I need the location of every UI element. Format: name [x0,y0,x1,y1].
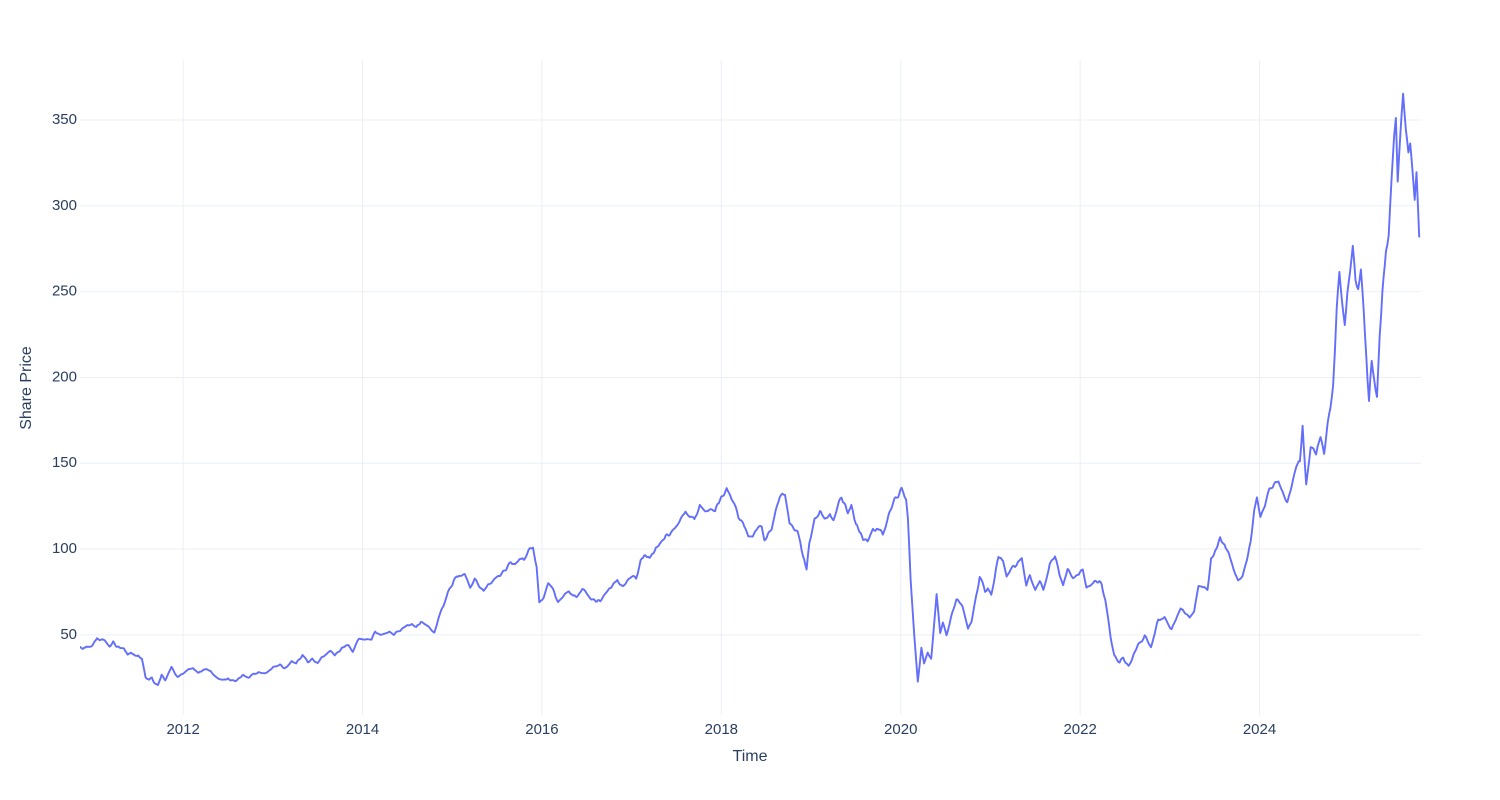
x-axis-title: Time [733,748,768,765]
y-tick-label-350: 350 [52,111,77,128]
x-tick-label-2016: 2016 [525,721,558,738]
x-tick-label-2022: 2022 [1063,721,1096,738]
y-tick-label-250: 250 [52,283,77,300]
x-tick-label-2018: 2018 [705,721,738,738]
y-tick-label-50: 50 [60,626,77,643]
x-tick-label-2014: 2014 [346,721,379,738]
tick-labels-layer: 50 100 150 200 250 300 350 2012 2014 2016 2018 2020… [52,111,1276,738]
series-layer [80,92,1421,686]
y-axis-title: Share Price [18,346,35,430]
price-line [80,92,1421,686]
y-tick-label-300: 300 [52,197,77,214]
y-tick-label-150: 150 [52,454,77,471]
x-tick-label-2024: 2024 [1243,721,1276,738]
y-tick-label-100: 100 [52,540,77,557]
y-tick-label-200: 200 [52,368,77,385]
x-tick-label-2020: 2020 [884,721,917,738]
gridlines-layer [80,60,1421,715]
x-tick-label-2012: 2012 [166,721,199,738]
